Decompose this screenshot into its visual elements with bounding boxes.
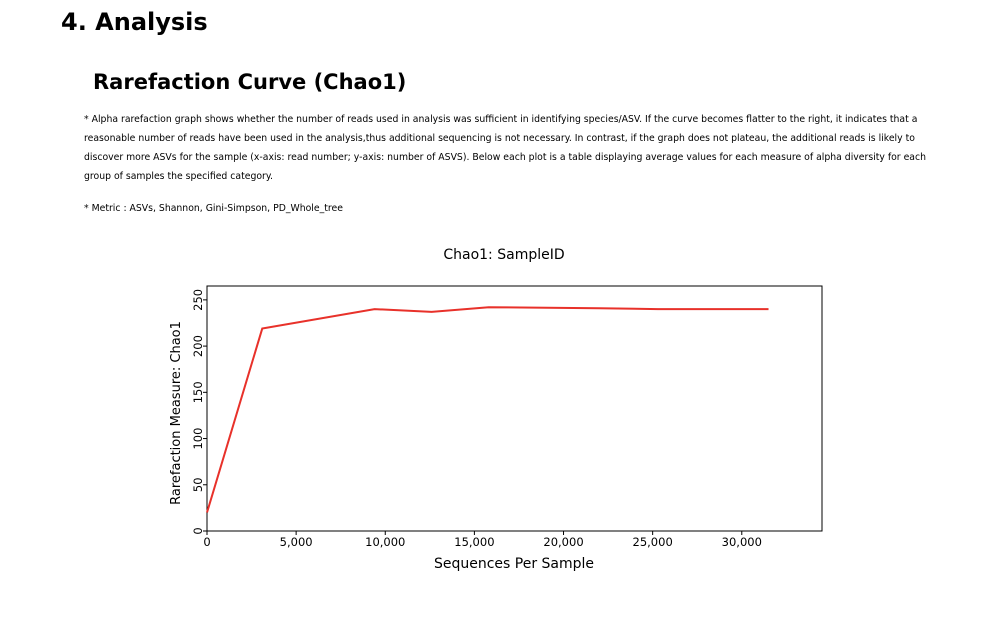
y-tick-label: 100: [191, 428, 205, 450]
y-tick-label: 250: [191, 289, 205, 311]
x-tick-label: 0: [203, 535, 210, 549]
y-tick-label: 0: [191, 527, 205, 534]
y-axis-label: Rarefaction Measure: Chao1: [169, 321, 184, 505]
y-tick-label: 150: [191, 381, 205, 403]
description-text: * Alpha rarefaction graph shows whether …: [84, 114, 927, 182]
x-tick-label: 25,000: [633, 535, 673, 549]
y-tick-label: 200: [191, 335, 205, 357]
x-tick-label: 10,000: [365, 535, 405, 549]
y-tick-label: 50: [191, 477, 205, 492]
chart-title: Chao1: SampleID: [443, 247, 564, 263]
section-title: 4. Analysis: [61, 8, 208, 36]
x-tick-label: 20,000: [543, 535, 583, 549]
subsection-title: Rarefaction Curve (Chao1): [93, 70, 407, 94]
rarefaction-chart: Chao1: SampleID Rarefaction Measure: Cha…: [169, 247, 823, 572]
plot-area-frame: [206, 285, 823, 532]
series-line: [206, 306, 769, 513]
metric-note: * Metric : ASVs, Shannon, Gini-Simpson, …: [84, 203, 343, 214]
x-tick-label: 30,000: [722, 535, 762, 549]
x-tick-label: 5,000: [280, 535, 313, 549]
x-tick-label: 15,000: [454, 535, 494, 549]
x-axis-label: Sequences Per Sample: [434, 556, 594, 572]
